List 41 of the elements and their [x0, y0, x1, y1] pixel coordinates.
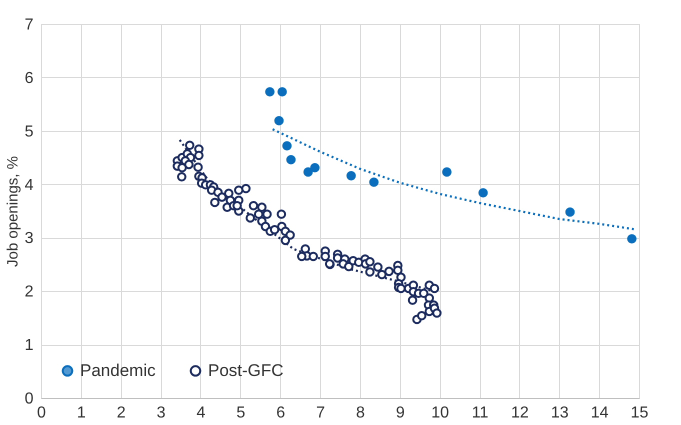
- y-tick-label: 2: [24, 284, 34, 301]
- x-tick-label: 15: [630, 404, 648, 422]
- y-tick-label: 0: [24, 390, 34, 408]
- point: [303, 167, 313, 177]
- x-tick-label: 10: [431, 404, 450, 422]
- y-axis-title: Job openings, %: [4, 156, 22, 267]
- y-tick-label: 1: [24, 337, 34, 354]
- point: [346, 171, 356, 180]
- x-tick-label: 11: [472, 404, 488, 422]
- x-tick-label: 7: [316, 404, 326, 422]
- x-tick-label: 8: [356, 404, 365, 422]
- point: [369, 177, 379, 187]
- point: [277, 87, 287, 97]
- y-tick-label: 4: [24, 176, 34, 194]
- x-tick-label: 13: [550, 404, 569, 422]
- x-tick-label: 14: [590, 404, 609, 422]
- point: [274, 116, 284, 126]
- point: [478, 188, 488, 198]
- y-tick-label: 3: [24, 230, 34, 248]
- x-tick-label: 0: [37, 404, 46, 422]
- point: [565, 207, 575, 217]
- point: [265, 87, 275, 97]
- y-tick-label: 5: [24, 123, 34, 140]
- point: [286, 155, 296, 164]
- y-tick-label: 6: [24, 70, 34, 87]
- point: [442, 167, 452, 177]
- point: [310, 163, 320, 172]
- x-tick-label: 2: [116, 404, 126, 422]
- x-tick-label: 6: [276, 404, 286, 422]
- y-tick-label: 7: [24, 16, 34, 34]
- x-tick-label: 4: [196, 404, 206, 422]
- x-tick-label: 1: [76, 404, 86, 422]
- point: [282, 141, 292, 151]
- line-series: [272, 128, 635, 230]
- x-tick-label: 9: [396, 404, 405, 422]
- point: [627, 234, 637, 244]
- x-tick-label: 5: [236, 404, 246, 422]
- x-tick-label: 12: [511, 404, 529, 422]
- legend-label: Pandemic: [80, 360, 156, 380]
- x-tick-label: 3: [156, 404, 166, 422]
- legend-label: Post-GFC: [208, 360, 284, 380]
